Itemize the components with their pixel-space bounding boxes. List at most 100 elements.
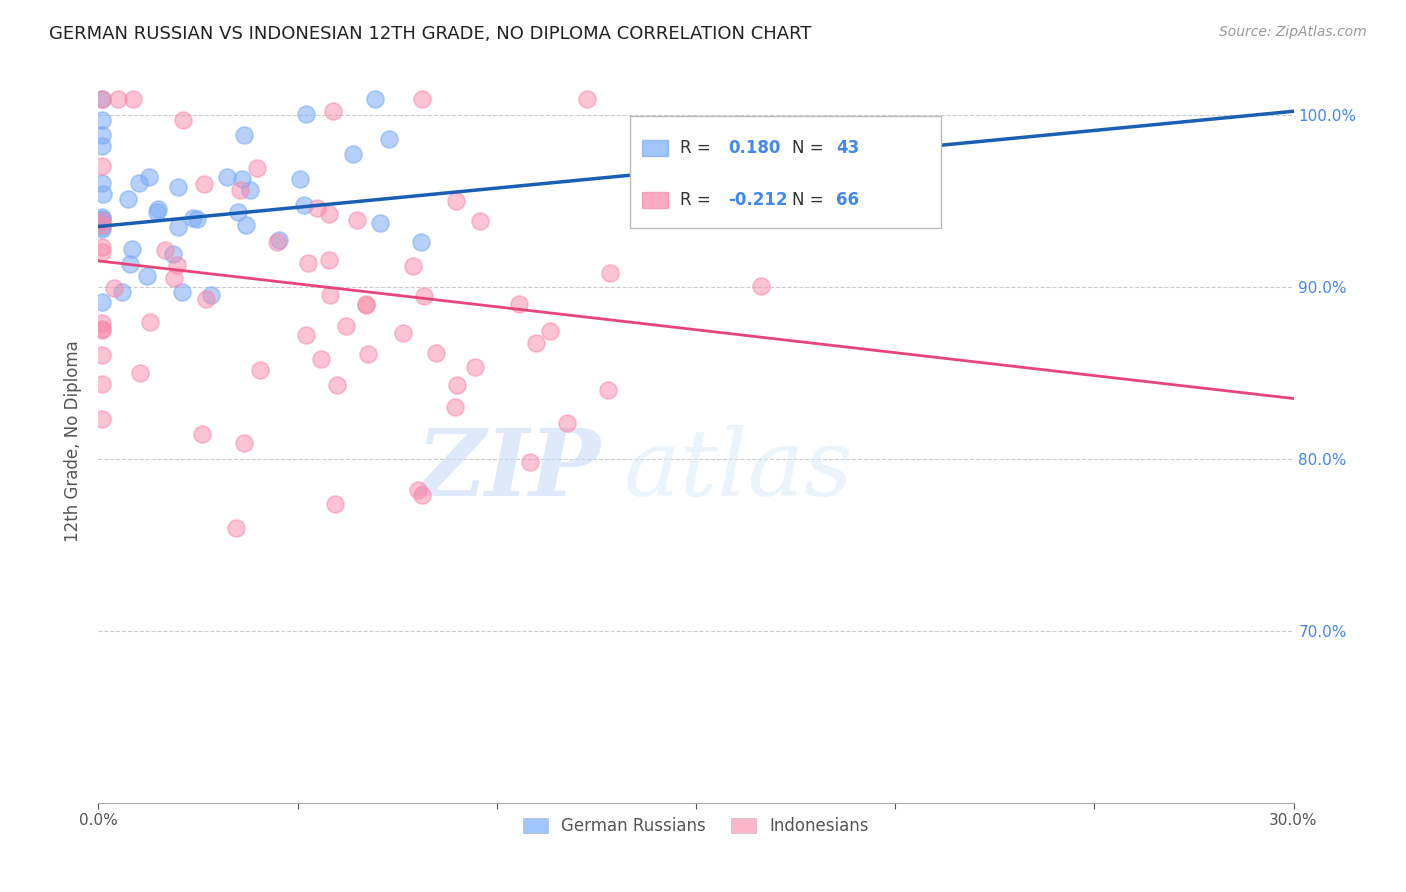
- Point: [749, 278, 772, 293]
- Text: 0.180: 0.180: [728, 139, 780, 157]
- Point: [446, 377, 468, 392]
- Point: [181, 211, 204, 226]
- Point: [193, 177, 215, 191]
- Point: [411, 488, 433, 502]
- Point: [326, 378, 349, 392]
- Point: [297, 256, 319, 270]
- Point: [91, 219, 114, 234]
- Point: [288, 172, 311, 186]
- Point: [555, 416, 578, 430]
- Point: [335, 318, 357, 333]
- Point: [153, 243, 176, 257]
- Point: [91, 92, 114, 106]
- Point: [166, 258, 188, 272]
- Point: [191, 426, 214, 441]
- Point: [91, 323, 114, 337]
- Point: [229, 183, 252, 197]
- Point: [342, 147, 364, 161]
- Text: Source: ZipAtlas.com: Source: ZipAtlas.com: [1219, 25, 1367, 39]
- Point: [392, 326, 415, 341]
- Point: [235, 219, 257, 233]
- Point: [266, 235, 288, 249]
- Text: atlas: atlas: [624, 425, 853, 516]
- FancyBboxPatch shape: [643, 193, 668, 209]
- Text: N =: N =: [792, 139, 828, 157]
- Point: [91, 321, 114, 335]
- Point: [172, 112, 194, 127]
- Text: 66: 66: [835, 192, 859, 210]
- Point: [249, 363, 271, 377]
- Point: [186, 211, 208, 226]
- Point: [508, 297, 530, 311]
- Point: [596, 383, 619, 397]
- Point: [524, 335, 547, 350]
- Legend: German Russians, Indonesians: German Russians, Indonesians: [516, 810, 876, 841]
- Point: [318, 252, 340, 267]
- Point: [319, 288, 342, 302]
- Point: [425, 346, 447, 360]
- Point: [411, 92, 433, 106]
- Point: [91, 139, 114, 153]
- Point: [295, 327, 318, 342]
- Point: [519, 455, 541, 469]
- Point: [305, 202, 328, 216]
- Point: [91, 240, 114, 254]
- Point: [538, 324, 561, 338]
- Point: [91, 213, 114, 227]
- Point: [231, 172, 253, 186]
- Point: [378, 132, 401, 146]
- Point: [200, 288, 222, 302]
- Point: [145, 205, 167, 219]
- Text: ZIP: ZIP: [416, 425, 600, 516]
- Point: [368, 216, 391, 230]
- Point: [318, 206, 340, 220]
- Point: [322, 103, 344, 118]
- Point: [117, 192, 139, 206]
- Point: [138, 170, 160, 185]
- Point: [135, 268, 157, 283]
- Point: [346, 212, 368, 227]
- Point: [215, 170, 238, 185]
- Point: [295, 107, 318, 121]
- Point: [267, 233, 290, 247]
- Text: -0.212: -0.212: [728, 192, 787, 210]
- Point: [146, 202, 169, 216]
- Point: [128, 176, 150, 190]
- Text: R =: R =: [681, 139, 717, 157]
- Point: [311, 351, 333, 366]
- Point: [121, 92, 143, 106]
- Point: [93, 186, 115, 201]
- Point: [246, 161, 269, 175]
- Point: [91, 176, 114, 190]
- FancyBboxPatch shape: [643, 140, 668, 156]
- Point: [464, 359, 486, 374]
- Point: [91, 128, 114, 142]
- FancyBboxPatch shape: [630, 116, 941, 228]
- Point: [406, 483, 429, 497]
- Point: [91, 245, 114, 260]
- Point: [167, 180, 190, 194]
- Point: [232, 436, 254, 450]
- Point: [443, 400, 465, 414]
- Point: [91, 348, 114, 362]
- Point: [470, 214, 492, 228]
- Point: [409, 235, 432, 250]
- Point: [138, 315, 160, 329]
- Point: [575, 92, 598, 106]
- Text: R =: R =: [681, 192, 717, 210]
- Point: [292, 198, 315, 212]
- Y-axis label: 12th Grade, No Diploma: 12th Grade, No Diploma: [65, 341, 83, 542]
- Point: [356, 297, 378, 311]
- Point: [228, 204, 250, 219]
- Text: N =: N =: [792, 192, 828, 210]
- Point: [118, 257, 141, 271]
- Point: [194, 292, 217, 306]
- Point: [129, 366, 152, 380]
- Text: 43: 43: [835, 139, 859, 157]
- Point: [91, 219, 114, 233]
- Point: [91, 210, 114, 224]
- Point: [91, 377, 114, 392]
- Point: [233, 128, 256, 142]
- Point: [91, 295, 114, 310]
- Point: [91, 92, 114, 106]
